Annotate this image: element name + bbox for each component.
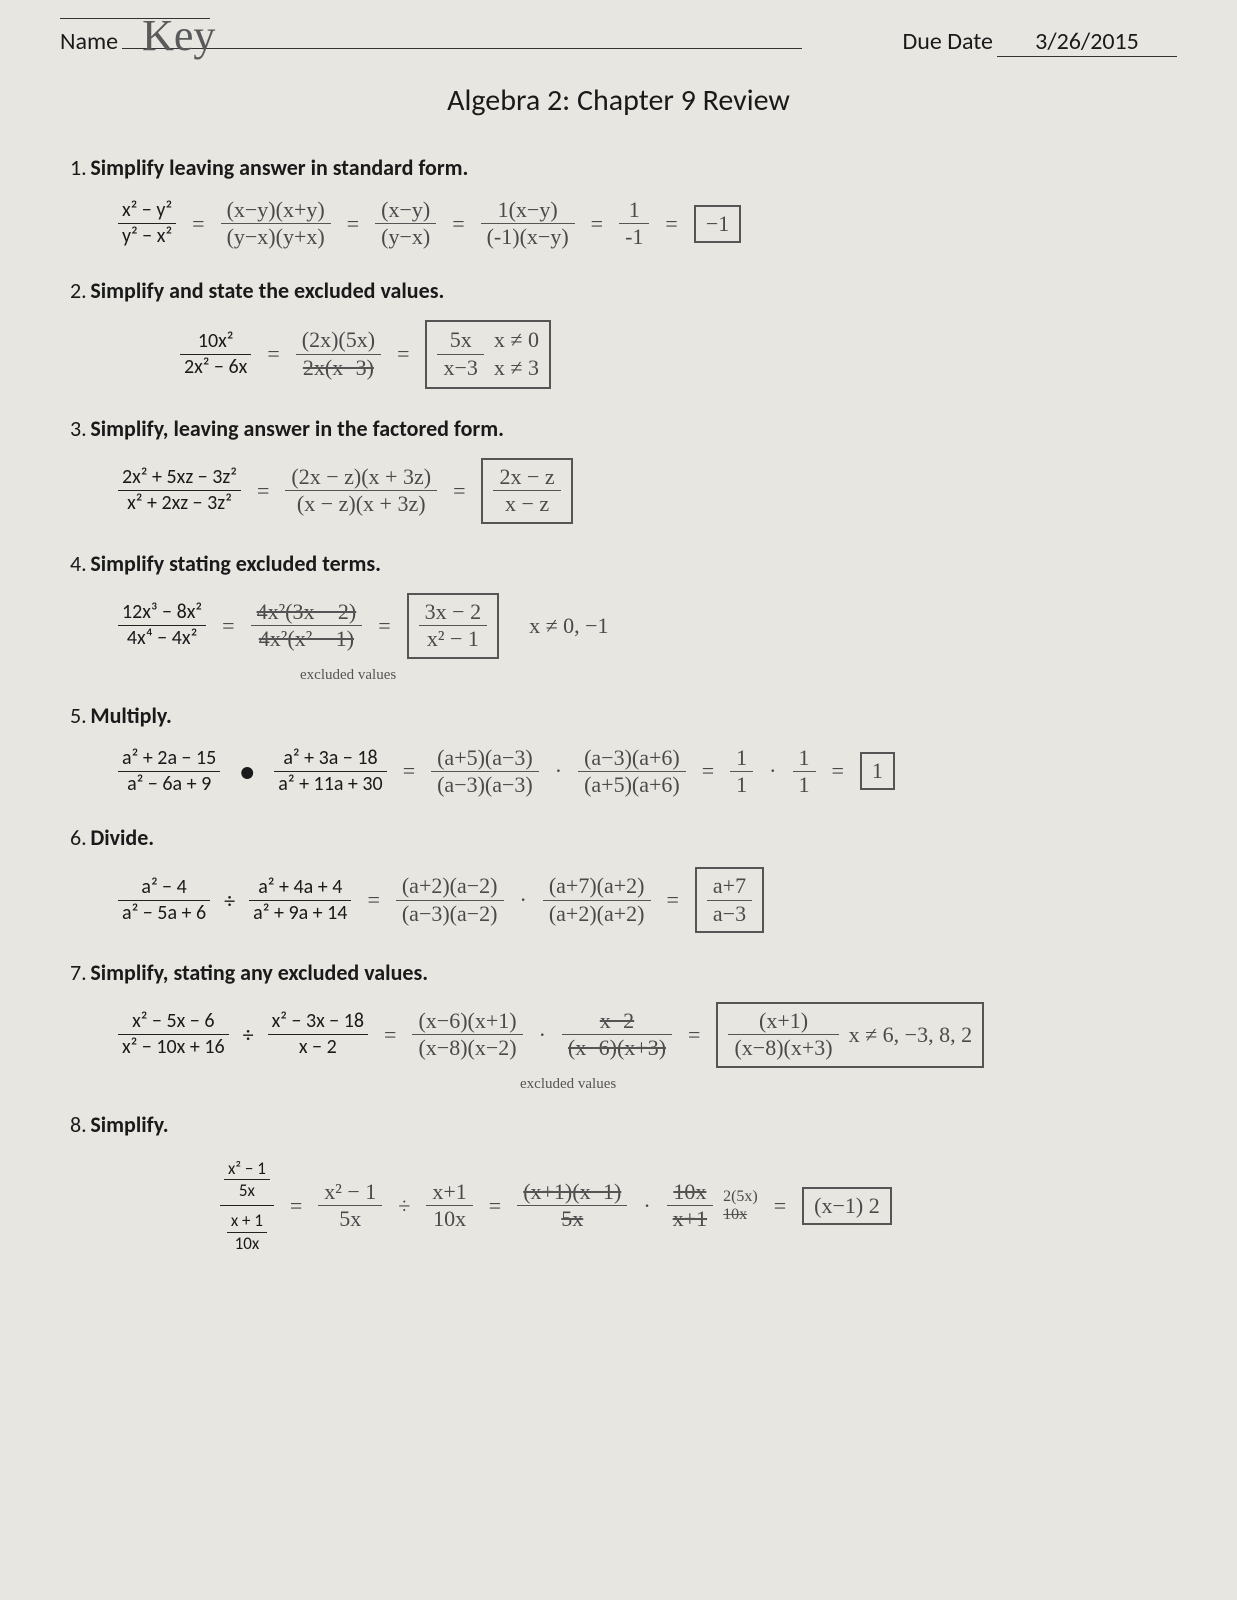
- printed-fraction-a: x² − 5x − 6x² − 10x + 16: [118, 1009, 229, 1060]
- boxed-answer: 3x − 2x² − 1: [407, 593, 499, 659]
- problem-2: 2. Simplify and state the excluded value…: [40, 277, 1197, 397]
- work-row: 10x² 2x² − 6x = (2x)(5x)2x(x−3) = 5xx−3 …: [70, 304, 1197, 397]
- hand-step: (x−y)(y−x): [375, 197, 436, 251]
- hand-step: 11: [730, 745, 753, 799]
- hand-step: x−2(x−6)(x+3): [562, 1008, 672, 1062]
- problem-number: 2.: [70, 277, 87, 304]
- boxed-answer: 1: [860, 752, 895, 790]
- problem-prompt: Multiply.: [90, 702, 171, 729]
- problem-7: 7. Simplify, stating any excluded values…: [40, 959, 1197, 1093]
- work-row: a² + 2a − 15a² − 6a + 9 • a² + 3a − 18a²…: [70, 729, 1197, 807]
- printed-fraction-a: a² − 4a² − 5a + 6: [118, 875, 210, 926]
- boxed-answer: a+7a−3: [695, 867, 764, 933]
- problem-number: 6.: [70, 824, 87, 851]
- printed-complex-fraction: x² − 15x x + 110x: [220, 1154, 274, 1258]
- problem-prompt: Simplify leaving answer in standard form…: [90, 154, 468, 181]
- due-value: 3/26/2015: [997, 27, 1177, 57]
- problem-prompt: Simplify, leaving answer in the factored…: [90, 415, 504, 442]
- problem-prompt: Simplify.: [90, 1111, 168, 1138]
- problem-prompt: Simplify stating excluded terms.: [90, 550, 381, 577]
- name-block: Name Key: [60, 27, 802, 56]
- hand-step: (2x)(5x)2x(x−3): [296, 327, 381, 381]
- name-line: Key: [122, 48, 802, 49]
- note: excluded values: [520, 1076, 1197, 1093]
- printed-fraction-b: a² + 3a − 18a² + 11a + 30: [274, 746, 386, 797]
- printed-fraction-b: a² + 4a + 4a² + 9a + 14: [249, 875, 351, 926]
- side-simplify: 2(5x) 10x: [723, 1188, 758, 1223]
- due-block: Due Date 3/26/2015: [902, 27, 1177, 57]
- due-label: Due Date: [902, 27, 993, 56]
- hand-step: x² − 15x: [318, 1179, 382, 1233]
- hand-step: 11: [793, 745, 816, 799]
- printed-fraction-a: a² + 2a − 15a² − 6a + 9: [118, 746, 220, 797]
- divide-op: ÷: [392, 1193, 416, 1219]
- problem-8: 8. Simplify. x² − 15x x + 110x = x² − 15…: [40, 1111, 1197, 1266]
- printed-fraction: 10x² 2x² − 6x: [180, 329, 251, 380]
- equals: =: [186, 211, 210, 237]
- problem-1: 1. Simplify leaving answer in standard f…: [40, 154, 1197, 259]
- hand-step: (a+2)(a−2)(a−3)(a−2): [396, 873, 504, 927]
- printed-fraction: 12x³ − 8x² 4x⁴ − 4x²: [118, 600, 206, 651]
- hand-step: (2x − z)(x + 3z)(x − z)(x + 3z): [285, 464, 437, 518]
- note: excluded values: [300, 667, 1197, 684]
- problem-prompt: Divide.: [90, 824, 154, 851]
- problem-4: 4. Simplify stating excluded terms. 12x³…: [40, 550, 1197, 684]
- problem-3: 3. Simplify, leaving answer in the facto…: [40, 415, 1197, 532]
- work-row: 12x³ − 8x² 4x⁴ − 4x² = 4x²(3x − 2)4x²(x²…: [70, 577, 1197, 667]
- hand-step: 1-1: [619, 197, 649, 251]
- divide-op: ÷: [239, 1021, 258, 1048]
- hand-step: (x−y)(x+y)(y−x)(y+x): [221, 197, 331, 251]
- printed-fraction: x² − y² y² − x²: [118, 198, 176, 249]
- hand-step: x+110x: [426, 1179, 472, 1233]
- problem-number: 4.: [70, 550, 87, 577]
- problem-number: 5.: [70, 702, 87, 729]
- problem-prompt: Simplify and state the excluded values.: [90, 277, 444, 304]
- boxed-answer: (x−1) 2: [802, 1187, 892, 1225]
- problem-number: 1.: [70, 154, 87, 181]
- excluded-values: x ≠ 0, −1: [529, 613, 608, 639]
- problem-number: 7.: [70, 959, 87, 986]
- name-value: Key: [142, 10, 215, 61]
- boxed-answer: (x+1)(x−8)(x+3) x ≠ 6, −3, 8, 2: [716, 1002, 984, 1068]
- boxed-answer: −1: [694, 205, 741, 243]
- printed-fraction-b: x² − 3x − 18x − 2: [268, 1009, 368, 1060]
- problem-6: 6. Divide. a² − 4a² − 5a + 6 ÷ a² + 4a +…: [40, 824, 1197, 941]
- header: Name Key Due Date 3/26/2015: [40, 27, 1197, 57]
- hand-step: (x−6)(x+1)(x−8)(x−2): [412, 1008, 522, 1062]
- multiply-op: •: [230, 754, 264, 789]
- work-row: x² − y² y² − x² = (x−y)(x+y)(y−x)(y+x) =…: [70, 181, 1197, 259]
- printed-fraction: 2x² + 5xz − 3z² x² + 2xz − 3z²: [118, 465, 241, 516]
- boxed-answer: 2x − zx − z: [481, 458, 572, 524]
- problem-5: 5. Multiply. a² + 2a − 15a² − 6a + 9 • a…: [40, 702, 1197, 807]
- work-row: 2x² + 5xz − 3z² x² + 2xz − 3z² = (2x − z…: [70, 442, 1197, 532]
- boxed-answer: 5xx−3 x ≠ 0 x ≠ 3: [425, 320, 551, 389]
- work-row: x² − 15x x + 110x = x² − 15x ÷ x+110x = …: [70, 1138, 1197, 1266]
- divide-op: ÷: [220, 887, 239, 914]
- hand-step: (a+5)(a−3)(a−3)(a−3): [431, 745, 539, 799]
- hand-step: (x+1)(x−1)5x: [517, 1179, 627, 1233]
- excluded-values: x ≠ 6, −3, 8, 2: [849, 1022, 972, 1048]
- hand-step: 1(x−y)(-1)(x−y): [481, 197, 575, 251]
- work-row: x² − 5x − 6x² − 10x + 16 ÷ x² − 3x − 18x…: [70, 986, 1197, 1076]
- page-title: Algebra 2: Chapter 9 Review: [40, 82, 1197, 119]
- hand-step: 4x²(3x − 2)4x²(x² − 1): [251, 599, 363, 653]
- hand-step: 10xx+1: [667, 1179, 713, 1233]
- problem-number: 8.: [70, 1111, 87, 1138]
- hand-step: (a+7)(a+2)(a+2)(a+2): [543, 873, 651, 927]
- name-label: Name: [60, 27, 118, 56]
- problem-number: 3.: [70, 415, 87, 442]
- hand-step: (a−3)(a+6)(a+5)(a+6): [578, 745, 686, 799]
- problem-prompt: Simplify, stating any excluded values.: [90, 959, 428, 986]
- work-row: a² − 4a² − 5a + 6 ÷ a² + 4a + 4a² + 9a +…: [70, 851, 1197, 941]
